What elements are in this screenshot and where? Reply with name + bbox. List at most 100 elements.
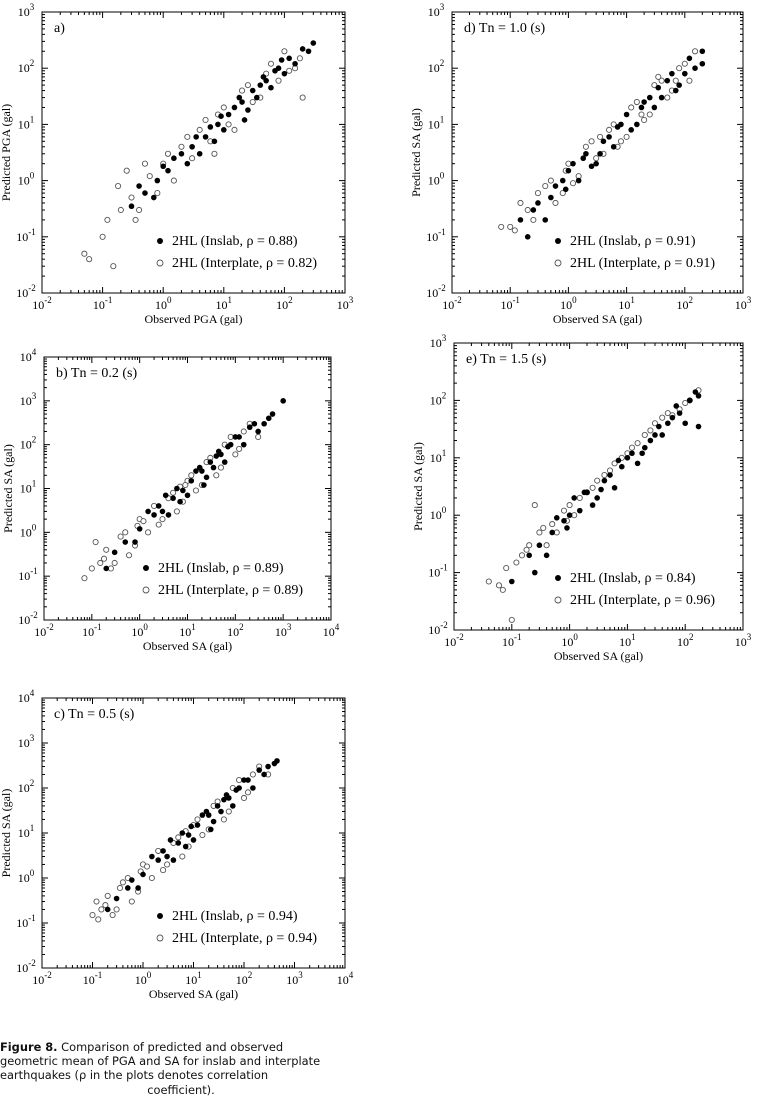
interplate-point [547,177,554,184]
inslab-point [202,134,209,140]
y-tick-exponent: 2 [32,435,37,445]
inslab-point [225,443,231,450]
x-tick-base: 10 [131,625,143,639]
interplate-point [540,524,547,531]
inslab-point [184,492,191,499]
inslab-point [164,853,170,860]
y-tick-label: 10-1 [16,227,36,244]
interplate-point [485,578,492,585]
interplate-point [236,777,243,784]
x-tick-base: 10 [619,635,631,649]
inslab-point [160,848,166,854]
interplate-point [100,555,108,562]
legend-inslab-marker [157,238,163,244]
inslab-point [185,832,192,838]
x-tick-exponent: 0 [572,295,577,305]
inslab-point [658,94,665,101]
interplate-point [220,816,227,823]
x-tick-label: 101 [618,295,635,312]
inslab-point [245,777,251,783]
y-tick-base: 10 [428,174,440,188]
y-tick-base: 10 [18,174,30,188]
inslab-point [647,437,654,444]
x-tick-exponent: 4 [335,622,340,632]
y-tick-base: 10 [430,451,442,465]
inslab-point [232,434,239,440]
interplate-point [143,863,151,870]
interplate-point [202,116,209,124]
x-tick-base: 10 [442,298,454,312]
inslab-point [159,508,166,515]
interplate-point [589,484,596,491]
legend-inslab-label: 2HL (Inslab, ρ = 0.89) [158,561,284,576]
interplate-point [606,126,613,133]
x-tick-base: 10 [227,625,239,639]
inslab-point [160,163,166,170]
interplate-point [123,167,130,174]
y-tick-exponent: 1 [30,114,35,124]
inslab-point [207,826,214,833]
inslab-point [167,837,174,843]
inslab-point [236,94,243,101]
legend-interplate-label: 2HL (Interplate, ρ = 0.89) [158,583,303,598]
x-tick-base: 10 [286,973,298,987]
y-tick-base: 10 [18,569,30,583]
y-tick-label: 100 [428,171,445,188]
inslab-point [261,420,267,427]
inslab-point [682,420,688,427]
inslab-point [182,843,189,850]
inslab-point [695,423,702,430]
x-axis-label: Observed SA (gal) [143,639,232,653]
interplate-point [511,227,518,234]
plot-frame-c [41,697,346,969]
interplate-point [672,77,679,84]
interplate-point [634,440,641,447]
interplate-point [117,206,124,214]
inslab-point [103,565,110,572]
interplate-point [122,529,129,536]
x-tick-base: 10 [677,635,689,649]
x-tick-exponent: -2 [456,632,464,642]
interplate-point [116,884,124,892]
inslab-point [656,423,662,430]
interplate-point [182,481,189,489]
y-tick-base: 10 [18,613,30,627]
interplate-point [159,516,166,523]
interplate-point [110,263,117,270]
inslab-point [564,525,570,531]
interplate-point [542,182,549,190]
inslab-point [154,177,161,184]
inslab-point [535,200,541,206]
y-tick-label: 10-1 [18,566,38,583]
inslab-point [542,217,549,223]
interplate-point [623,133,630,140]
interplate-point [199,832,206,839]
interplate-point [141,160,149,167]
y-tick-exponent: -1 [440,563,448,573]
y-tick-label: 10-1 [16,913,36,930]
x-tick-label: 102 [276,295,293,312]
x-tick-base: 10 [500,298,512,312]
caption-text-line-3: earthquakes (ρ in the plots denotes corr… [0,1068,269,1083]
interplate-point [628,444,636,451]
inslab-point [257,82,264,88]
y-tick-label: 10-2 [16,958,36,975]
interplate-point [225,121,232,128]
interplate-point [92,539,99,546]
caption-text-line-1: Comparison of predicted and observed [61,1040,284,1054]
interplate-point [681,60,688,67]
inslab-point [196,464,203,471]
inslab-point [215,448,222,455]
inslab-point [223,792,230,798]
x-tick-exponent: 1 [197,970,202,980]
x-tick-exponent: -1 [514,632,522,642]
y-tick-exponent: 3 [32,391,37,401]
interplate-point [601,472,608,479]
interplate-point [103,546,110,553]
inslab-point [140,871,146,878]
legend-interplate-marker [142,586,150,594]
inslab-point [601,477,608,484]
plot-frame-a [41,11,346,294]
interplate-point [299,94,306,101]
legend-inslab-label: 2HL (Inslab, ρ = 0.91) [570,234,696,249]
